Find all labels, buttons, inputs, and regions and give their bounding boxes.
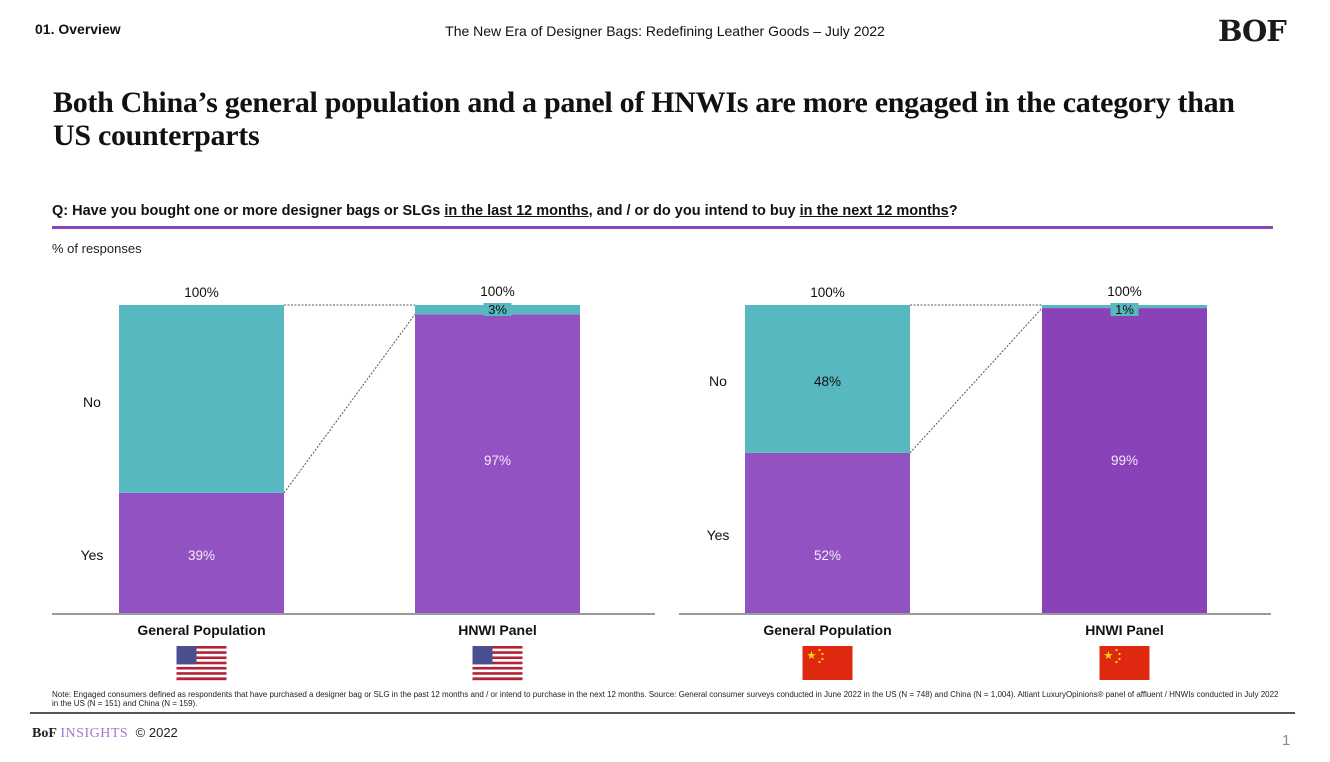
data-label-no: 3%: [488, 302, 507, 317]
connector-line-diagonal: [283, 313, 416, 494]
bar-yes-segment: [119, 492, 284, 613]
data-label-no: 48%: [814, 374, 841, 389]
question-suffix: ?: [948, 203, 958, 219]
data-label-no-background: [483, 303, 512, 316]
survey-question: Q: Have you bought one or more designer …: [52, 203, 958, 219]
data-label-yes: 99%: [1111, 453, 1138, 468]
question-middle: , and / or do you intend to buy: [588, 203, 800, 219]
row-label-yes: Yes: [707, 527, 730, 543]
bar-no-segment: [745, 305, 910, 453]
data-label-yes: 97%: [484, 453, 511, 468]
section-label: 01. Overview: [35, 21, 121, 37]
data-label-yes: 52%: [814, 548, 841, 563]
bof-logo: BOF: [1218, 14, 1287, 48]
question-divider: [52, 226, 1273, 229]
row-label-yes: Yes: [81, 547, 104, 563]
us-flag-icon: [472, 646, 523, 681]
total-label: 100%: [810, 285, 845, 300]
data-label-no-background: [1110, 303, 1139, 316]
us-flag-icon: [176, 646, 227, 681]
data-label-yes: 39%: [188, 548, 215, 563]
category-label: HNWI Panel: [458, 622, 537, 638]
row-label-no: No: [83, 394, 101, 410]
total-label: 100%: [1107, 284, 1142, 299]
footnote: Note: Engaged consumers defined as respo…: [52, 690, 1279, 708]
copyright: © 2022: [135, 725, 178, 740]
brand-footer: BoF INSIGHTS © 2022: [32, 725, 178, 742]
total-label: 100%: [480, 284, 515, 299]
bar-yes-segment: [1042, 308, 1207, 613]
question-underline-next-12: in the next 12 months: [799, 203, 949, 219]
row-label-no: No: [709, 373, 727, 389]
headline: Both China’s general population and a pa…: [53, 86, 1235, 152]
footer-divider: [30, 712, 1295, 714]
brand-bof: BoF: [32, 726, 57, 741]
bar-no-segment: [119, 305, 284, 493]
unit-label: % of responses: [52, 241, 142, 256]
china-flag-icon: ★: [802, 646, 853, 680]
category-label: General Population: [137, 622, 265, 638]
total-label: 100%: [184, 285, 219, 300]
connector-line-diagonal: [909, 307, 1043, 454]
brand-insights: INSIGHTS: [60, 726, 129, 741]
china-flag-icon: ★: [1099, 646, 1150, 680]
page-number: 1: [1282, 732, 1291, 749]
question-underline-last-12: in the last 12 months: [444, 203, 589, 219]
category-label: HNWI Panel: [1085, 622, 1164, 638]
question-prefix: Q: Have you bought one or more designer …: [52, 203, 445, 219]
data-label-no: 1%: [1115, 302, 1134, 317]
svg-text:★: ★: [807, 650, 817, 662]
category-label: General Population: [763, 622, 891, 638]
svg-text:★: ★: [1104, 650, 1114, 662]
document-title-text: The New Era of Designer Bags: Redefining…: [445, 23, 885, 39]
bar-yes-segment: [745, 452, 910, 613]
bar-yes-segment: [415, 314, 580, 613]
document-title: The New Era of Designer Bags: Redefining…: [0, 23, 1330, 39]
